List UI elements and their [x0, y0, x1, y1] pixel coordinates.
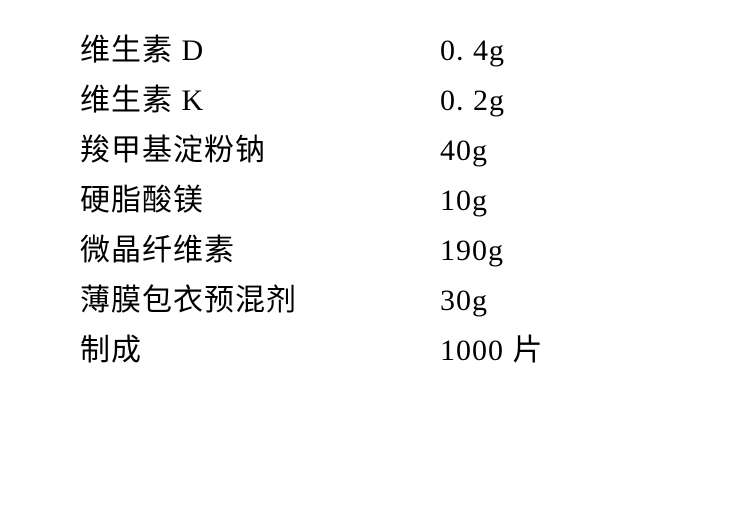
table-row: 制成 1000 片: [80, 330, 667, 372]
ingredient-value: 40g: [440, 130, 488, 172]
ingredient-label: 维生素 K: [80, 80, 440, 122]
ingredient-label: 羧甲基淀粉钠: [80, 130, 440, 172]
ingredient-label: 硬脂酸镁: [80, 180, 440, 222]
table-row: 维生素 D 0. 4g: [80, 30, 667, 72]
ingredient-value: 190g: [440, 230, 504, 272]
table-row: 微晶纤维素 190g: [80, 230, 667, 272]
ingredient-label: 制成: [80, 330, 440, 372]
ingredient-label: 微晶纤维素: [80, 230, 440, 272]
table-row: 硬脂酸镁 10g: [80, 180, 667, 222]
table-row: 薄膜包衣预混剂 30g: [80, 280, 667, 322]
ingredient-label: 维生素 D: [80, 30, 440, 72]
ingredient-table: 维生素 D 0. 4g 维生素 K 0. 2g 羧甲基淀粉钠 40g 硬脂酸镁 …: [0, 0, 747, 410]
ingredient-value: 10g: [440, 180, 488, 222]
ingredient-value: 1000 片: [440, 330, 544, 372]
table-row: 维生素 K 0. 2g: [80, 80, 667, 122]
ingredient-value: 30g: [440, 280, 488, 322]
ingredient-value: 0. 4g: [440, 30, 505, 72]
ingredient-value: 0. 2g: [440, 80, 505, 122]
table-row: 羧甲基淀粉钠 40g: [80, 130, 667, 172]
ingredient-label: 薄膜包衣预混剂: [80, 280, 440, 322]
